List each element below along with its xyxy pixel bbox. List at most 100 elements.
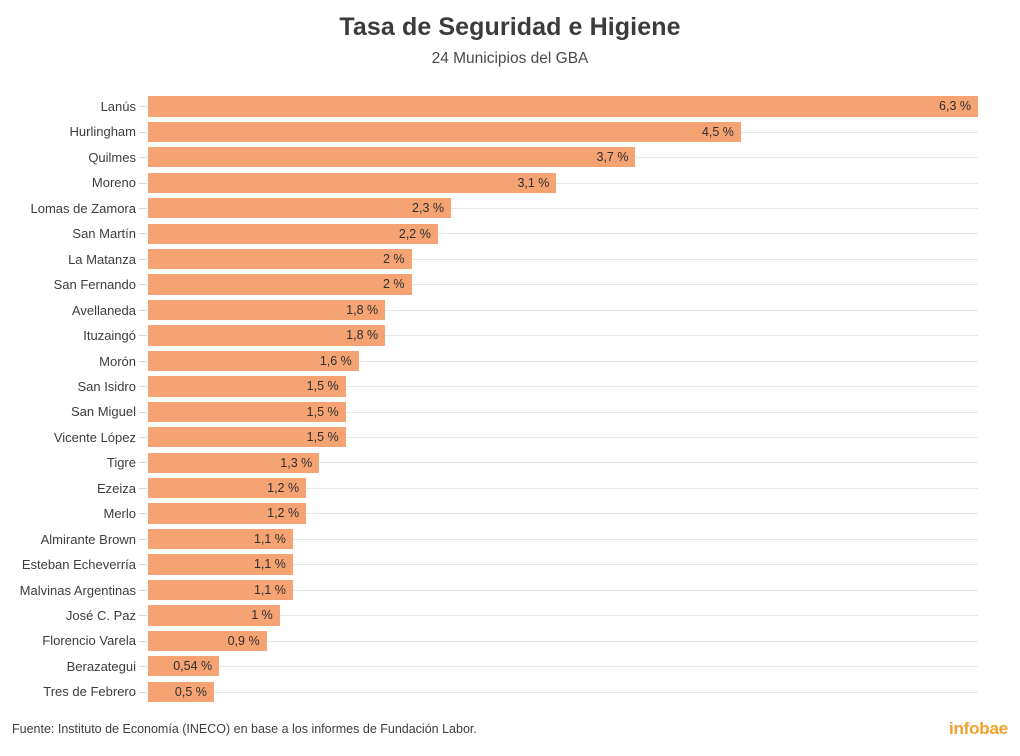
axis-tick — [139, 538, 147, 540]
bar-row: Florencio Varela 0,9 % — [0, 628, 1020, 653]
axis-tick — [139, 666, 147, 668]
bar: 1,6 % — [148, 350, 359, 372]
bar-row: Merlo 1,2 % — [0, 501, 1020, 526]
axis-tick — [139, 437, 147, 439]
bar-fill: 2,2 % — [148, 223, 438, 244]
bar: 1,2 % — [148, 503, 307, 524]
gridline — [148, 309, 978, 311]
bar: 2,2 % — [148, 223, 438, 244]
axis-tick — [139, 233, 147, 235]
gridline — [148, 564, 978, 566]
bar-fill: 1,8 % — [148, 325, 386, 346]
bar-fill: 1,8 % — [148, 299, 386, 321]
category-label-malvinas-argentinas: Malvinas Argentinas — [19, 582, 136, 598]
bar-rows: Lanús 6,3 % Hurlingham 4,5 % Quilmes 3,7 % Mor… — [0, 94, 1020, 710]
axis-tick — [139, 615, 147, 617]
bar-row: Tigre 1,3 % — [0, 450, 1020, 475]
bar-value-label: 2,2 % — [398, 226, 431, 241]
axis-tick — [139, 335, 147, 337]
bar-value-label: 0,9 % — [227, 633, 260, 648]
bar-value-label: 1,5 % — [306, 404, 339, 419]
bar: 4,5 % — [148, 121, 741, 143]
bar-row: Quilmes 3,7 % — [0, 145, 1020, 170]
bar-row: Morón 1,6 % — [0, 349, 1020, 374]
axis-tick — [139, 207, 147, 209]
bar-row: José C. Paz 1 % — [0, 603, 1020, 628]
bar-fill: 2 % — [148, 248, 412, 270]
gridline — [148, 411, 978, 413]
bar: 6,3 % — [148, 96, 979, 117]
bar-value-label: 3,1 % — [517, 175, 550, 190]
gridline — [148, 233, 978, 235]
category-label-florencio-varela: Florencio Varela — [42, 633, 136, 649]
bar-fill: 2 % — [148, 274, 412, 295]
bar: 1,8 % — [148, 325, 386, 346]
bar-value-label: 1,2 % — [267, 481, 300, 496]
bar: 1,8 % — [148, 299, 386, 321]
bar-row: San Martín 2,2 % — [0, 221, 1020, 246]
axis-tick — [139, 157, 147, 159]
bar-fill: 1,6 % — [148, 350, 359, 372]
bar: 1,5 % — [148, 401, 346, 422]
bar-fill: 0,54 % — [148, 656, 220, 677]
category-label-lomas-de-zamora: Lomas de Zamora — [30, 200, 137, 216]
axis-tick — [139, 131, 147, 133]
gridline — [148, 666, 978, 668]
bar-row: Ezeiza 1,2 % — [0, 476, 1020, 501]
category-label-la-matanza: La Matanza — [68, 251, 136, 267]
bar-value-label: 2,3 % — [412, 201, 445, 216]
category-label-berazategui: Berazategui — [66, 658, 136, 674]
bar-fill: 3,1 % — [148, 172, 557, 193]
category-label-lan-s: Lanús — [100, 99, 136, 114]
category-label-ituzaing: Ituzaingó — [83, 328, 136, 344]
category-label-avellaneda: Avellaneda — [71, 302, 136, 318]
category-label-san-mart-n: San Martín — [72, 226, 136, 242]
bar: 1 % — [148, 605, 280, 626]
source-note: Fuente: Instituto de Economía (INECO) en… — [12, 722, 477, 736]
bar-value-label: 3,7 % — [596, 150, 629, 165]
category-label-merlo: Merlo — [103, 506, 136, 522]
bar-row: Lanús 6,3 % — [0, 94, 1020, 119]
bar-row: Almirante Brown 1,1 % — [0, 527, 1020, 552]
category-label-ezeiza: Ezeiza — [96, 480, 136, 496]
category-label-san-isidro: San Isidro — [77, 378, 136, 394]
bar-value-label: 1,1 % — [253, 582, 286, 597]
bar-fill: 1,3 % — [148, 452, 320, 473]
gridline — [148, 437, 978, 439]
category-label-san-miguel: San Miguel — [70, 404, 136, 420]
bar-value-label: 1 % — [251, 608, 273, 623]
category-label-mor-n: Morón — [99, 353, 136, 369]
bar-value-label: 1,2 % — [267, 506, 300, 521]
gridline — [148, 513, 978, 515]
gridline — [148, 640, 978, 642]
gridline — [148, 538, 978, 540]
bar-fill: 1,5 % — [148, 376, 346, 397]
bar-value-label: 6,3 % — [939, 99, 972, 114]
bar-value-label: 1,3 % — [280, 455, 313, 470]
bar-fill: 2,3 % — [148, 198, 452, 219]
category-label-hurlingham: Hurlingham — [69, 124, 136, 140]
gridline — [148, 615, 978, 617]
axis-tick — [139, 411, 147, 413]
axis-tick — [139, 487, 147, 489]
bar-value-label: 1,8 % — [346, 302, 379, 317]
bar-row: Moreno 3,1 % — [0, 170, 1020, 195]
category-label-san-fernando: San Fernando — [53, 277, 136, 293]
bar-row: Tres de Febrero 0,5 % — [0, 679, 1020, 704]
gridline — [148, 207, 978, 209]
gridline — [148, 182, 978, 184]
bar-row: San Fernando 2 % — [0, 272, 1020, 297]
bar-value-label: 4,5 % — [701, 124, 734, 139]
bar-row: Ituzaingó 1,8 % — [0, 323, 1020, 348]
chart-subtitle: 24 Municipios del GBA — [431, 50, 589, 68]
gridline — [148, 386, 978, 388]
bar-value-label: 1,5 % — [306, 379, 339, 394]
bar: 1,5 % — [148, 427, 346, 448]
bar-fill: 0,9 % — [148, 630, 267, 652]
bar-row: San Miguel 1,5 % — [0, 399, 1020, 424]
bar: 0,5 % — [148, 681, 214, 702]
bar: 1,1 % — [148, 579, 293, 601]
bar: 1,2 % — [148, 478, 307, 499]
gridline — [148, 258, 978, 260]
bar: 1,5 % — [148, 376, 346, 397]
